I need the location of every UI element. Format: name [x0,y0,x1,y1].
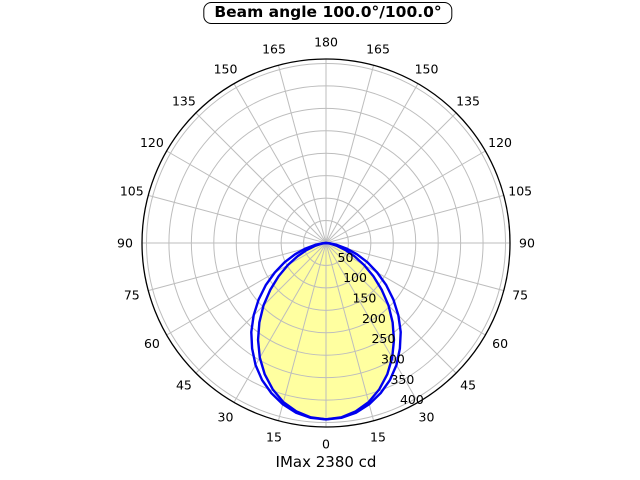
radial-tick-label: 150 [352,291,376,306]
angle-spoke [325,242,375,421]
imax-caption: IMax 2380 cd [275,453,377,471]
angle-tick-label: 15 [370,430,386,445]
angle-spoke [277,242,327,421]
angle-tick-label: 105 [120,184,144,199]
angle-spoke [148,242,327,292]
radial-tick-label: 400 [400,392,424,407]
angle-tick-label: 165 [262,41,286,56]
angle-spoke [277,65,327,244]
beam-curve-inner-plane [256,241,396,421]
radial-tick-label: 300 [381,352,405,367]
angle-spoke [325,112,457,244]
angle-tick-label: 30 [218,410,234,425]
angle-spoke [325,242,504,292]
chart-title-box: Beam angle 100.0°/100.0° [203,2,453,24]
angle-spoke [166,242,327,336]
angle-spoke [166,150,327,244]
angle-tick-label: 105 [508,184,532,199]
angle-tick-label: 0 [322,437,330,452]
angle-tick-label: 75 [512,288,528,303]
angle-spoke [195,242,327,374]
radial-tick-label: 250 [371,331,395,346]
angle-spoke [148,194,327,244]
angle-spoke [325,242,486,336]
angle-tick-label: 150 [214,61,238,76]
angle-tick-label: 60 [492,336,508,351]
angle-tick-label: 90 [117,236,133,251]
angle-tick-label: 150 [415,61,439,76]
chart-title: Beam angle 100.0°/100.0° [214,3,442,21]
angle-tick-label: 135 [456,93,480,108]
angle-tick-label: 90 [519,236,535,251]
radial-tick-label: 200 [362,311,386,326]
angle-tick-label: 135 [172,93,196,108]
radial-tick-label: 350 [390,372,414,387]
angle-tick-label: 165 [366,41,390,56]
angle-tick-label: 60 [144,336,160,351]
polar-boundary [141,58,511,428]
angle-spoke [325,83,419,244]
angle-spoke [195,112,327,244]
angle-tick-label: 75 [124,288,140,303]
angle-tick-label: 45 [176,378,192,393]
angle-spoke [233,83,327,244]
angle-spoke [325,65,375,244]
angle-tick-label: 120 [140,135,164,150]
angle-spoke [325,194,504,244]
angle-tick-label: 180 [314,35,338,50]
angle-spoke [325,150,486,244]
angle-tick-label: 15 [266,430,282,445]
angle-tick-label: 120 [488,135,512,150]
radial-tick-label: 50 [338,250,354,265]
angle-spoke [325,242,457,374]
angle-spoke [325,242,419,403]
radial-tick-label: 100 [343,270,367,285]
angle-spoke [233,242,327,403]
angle-tick-label: 45 [460,378,476,393]
angle-tick-label: 30 [419,410,435,425]
